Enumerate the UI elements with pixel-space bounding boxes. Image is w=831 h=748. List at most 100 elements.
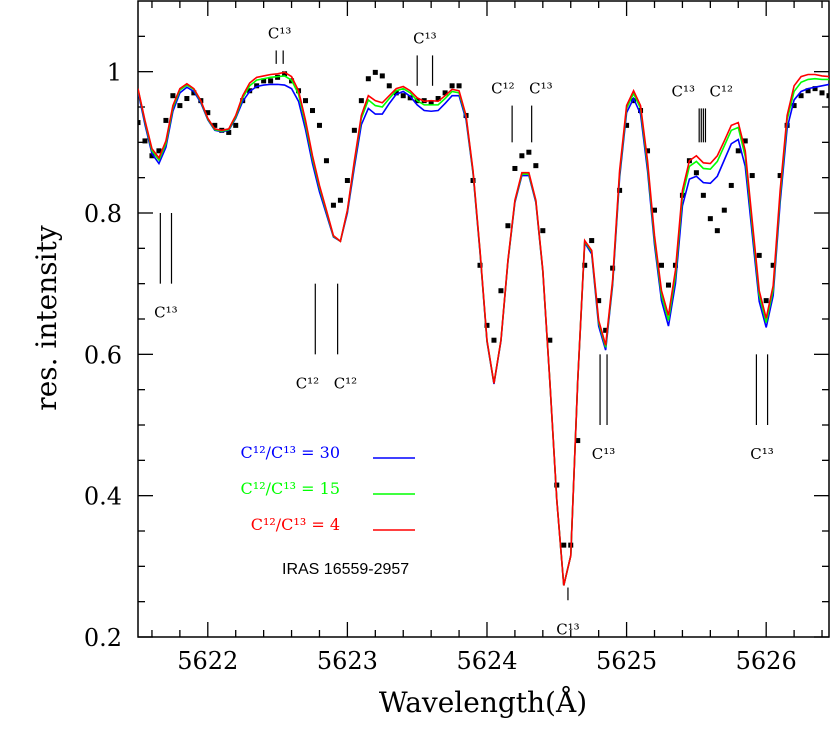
y-tick-label: 0.4 [84, 483, 122, 511]
x-tick-label: 5622 [177, 647, 238, 675]
observed-point [379, 73, 385, 79]
observed-point [582, 262, 588, 268]
line-id-label: C¹³ [154, 304, 178, 322]
line-id-label: C¹² [296, 374, 320, 392]
line-id-label: C¹³ [672, 82, 696, 100]
observed-point [603, 327, 609, 333]
observed-point [519, 153, 525, 159]
observed-point [826, 93, 829, 99]
y-tick-label: 0.2 [84, 624, 122, 652]
legend-label: C¹²/C¹³ = 4 [251, 515, 340, 534]
observed-point [226, 129, 232, 135]
observed-point [526, 149, 532, 155]
observed-point [512, 165, 518, 171]
model-line [138, 71, 829, 586]
observed-point [149, 153, 155, 159]
observed-point [351, 127, 357, 133]
observed-point [533, 163, 539, 169]
observed-point [156, 148, 162, 154]
observed-point [177, 103, 183, 109]
plot-area [138, 69, 829, 586]
observed-point [756, 252, 762, 258]
observed-point [749, 173, 755, 179]
observed-point [330, 202, 336, 208]
observed-point [658, 262, 664, 268]
observed-point [344, 177, 350, 183]
observed-point [728, 182, 734, 188]
observed-point [617, 187, 623, 193]
x-tick-label: 5623 [317, 647, 378, 675]
line-id-label: C¹³ [750, 445, 774, 463]
observed-point [575, 438, 581, 444]
observed-point [589, 238, 595, 244]
y-tick-label: 0.8 [84, 200, 122, 228]
observed-point [714, 228, 720, 234]
line-id-label: C¹² [710, 82, 734, 100]
y-axis-label: res. intensity [30, 225, 63, 411]
observed-point [735, 148, 741, 154]
observed-point [596, 298, 602, 304]
observed-point [303, 98, 309, 104]
observed-point [142, 138, 148, 144]
line-id-label: C¹³ [268, 24, 292, 42]
observed-point [652, 207, 658, 213]
line-id-label: C¹³ [592, 445, 616, 463]
observed-point [798, 93, 804, 99]
observed-point [184, 96, 190, 102]
observed-point [763, 298, 769, 304]
legend-label: C¹²/C¹³ = 30 [241, 443, 340, 462]
observed-point [700, 192, 706, 198]
observed-point [624, 122, 630, 128]
observed-point [742, 138, 748, 144]
observed-point [435, 96, 441, 102]
observed-point [631, 98, 637, 104]
line-id-label: C¹² [334, 374, 358, 392]
x-tick-label: 5625 [596, 647, 657, 675]
observed-point [791, 103, 797, 109]
annotation: IRAS 16559-2957 [282, 561, 409, 578]
line-id-label: C¹³ [529, 80, 553, 98]
observed-point [205, 110, 211, 116]
observed-point [505, 223, 511, 229]
observed-point [365, 76, 371, 82]
observed-point [261, 78, 267, 84]
observed-point [372, 69, 378, 75]
x-axis-label: Wavelength(Å) [379, 686, 587, 719]
model-line [138, 75, 829, 586]
observed-point [645, 148, 651, 154]
observed-point [309, 108, 315, 114]
observed-point [491, 337, 497, 343]
observed-point [163, 117, 169, 123]
observed-point [456, 83, 462, 89]
line-id-label: C¹³ [413, 29, 437, 47]
observed-point [805, 88, 811, 94]
observed-point [428, 100, 434, 106]
observed-point [442, 90, 448, 96]
observed-point [386, 83, 392, 89]
observed-point [212, 122, 218, 128]
observed-point [554, 482, 560, 488]
observed-point [393, 90, 399, 96]
observed-point [323, 158, 329, 164]
observed-point [770, 262, 776, 268]
observed-point [665, 282, 671, 288]
legend-label: C¹²/C¹³ = 15 [241, 479, 340, 498]
observed-point [812, 86, 818, 92]
observed-point [138, 120, 141, 126]
line-id-label: C¹² [491, 80, 515, 98]
observed-point [282, 71, 288, 77]
observed-point [337, 197, 343, 203]
observed-point [721, 207, 727, 213]
x-tick-label: 5624 [456, 647, 517, 675]
observed-point [819, 90, 825, 96]
y-tick-label: 0.6 [84, 341, 122, 369]
y-tick-label: 1 [107, 59, 122, 87]
observed-point [693, 170, 699, 176]
observed-point [407, 95, 413, 101]
observed-point [477, 262, 483, 268]
observed-point [316, 122, 322, 128]
observed-point [484, 322, 490, 328]
observed-point [561, 542, 567, 548]
observed-point [449, 83, 455, 89]
